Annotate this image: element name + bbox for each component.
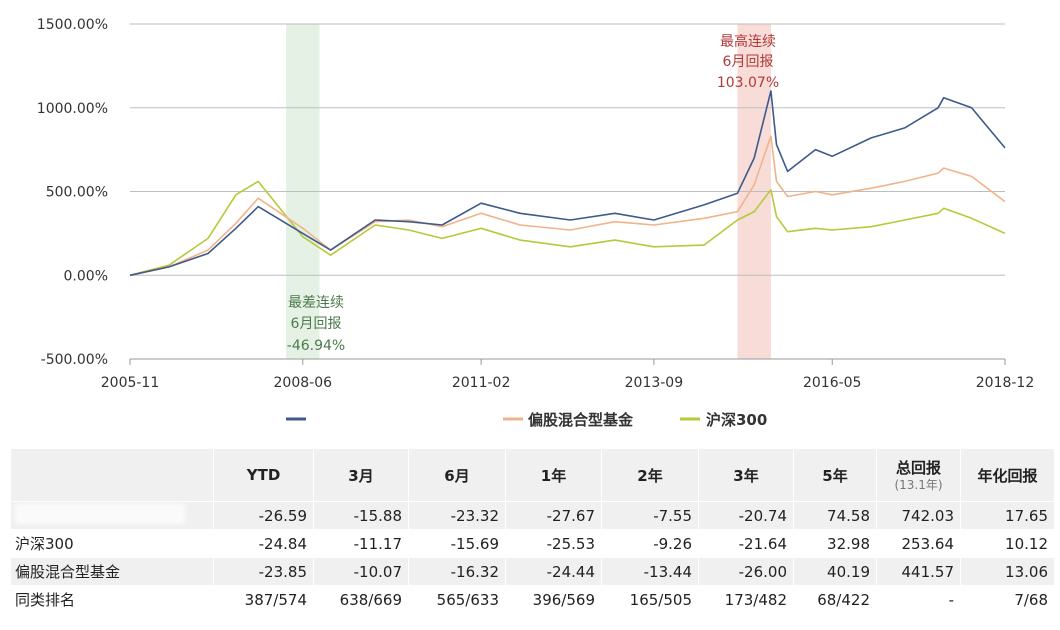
table-cell: -26.59	[213, 501, 314, 530]
total-return-period: (13.1年)	[894, 478, 943, 492]
row-csi300-label: 沪深300	[10, 529, 214, 558]
gridlines	[130, 23, 1005, 276]
table-cell: 165/505	[601, 585, 699, 614]
table-cell: -24.44	[505, 557, 602, 586]
column-header-5y: 5年	[793, 448, 877, 502]
table-cell: 10.12	[960, 529, 1055, 558]
y-tick-label: 1000.00%	[37, 101, 108, 117]
y-tick-label: -500.00%	[41, 352, 108, 368]
table-cell: 13.06	[960, 557, 1055, 586]
column-header-1y: 1年	[505, 448, 602, 502]
x-tick-label: 2018-12	[976, 375, 1035, 391]
performance-table: YTD 3月 6月 1年 2年 3年 5年 总回报 (13.1年) 年化回报 -…	[10, 448, 1055, 614]
worst-annotation-line2: 6月回报	[291, 316, 342, 332]
total-return-title: 总回报	[895, 459, 941, 477]
x-tick-label: 2008-06	[274, 375, 333, 391]
table-cell: 17.65	[960, 501, 1055, 530]
series-line-2	[129, 135, 1006, 277]
table-row: 沪深300 -24.84 -11.17 -15.69 -25.53 -9.26 -21.64…	[10, 529, 1055, 558]
table-cell: -15.88	[313, 501, 409, 530]
table-cell: -24.84	[213, 529, 314, 558]
x-tick-label: 2011-02	[452, 375, 511, 391]
column-header-3y: 3年	[698, 448, 794, 502]
best-annotation-line1: 最高连续	[720, 33, 776, 50]
x-tick-label: 2016-05	[803, 375, 862, 391]
column-header-ytd: YTD	[213, 448, 314, 502]
table-cell: -21.64	[698, 529, 794, 558]
worst-annotation-line3: -46.94%	[287, 338, 345, 354]
best-annotation-line2: 6月回报	[723, 54, 774, 70]
legend-label-series-3: 沪深300	[706, 411, 767, 429]
table-cell: 387/574	[213, 585, 314, 614]
table-cell: -15.69	[408, 529, 506, 558]
table-cell: -7.55	[601, 501, 699, 530]
table-cell: -13.44	[601, 557, 699, 586]
table-cell: 441.57	[876, 557, 961, 586]
column-header-3m: 3月	[313, 448, 409, 502]
x-tick-label: 2013-09	[625, 375, 684, 391]
row-peer-rank-label: 同类排名	[10, 585, 214, 614]
row-redacted-label	[10, 501, 214, 530]
table-body: -26.59 -15.88 -23.32 -27.67 -7.55 -20.74 74.58…	[10, 501, 1055, 614]
table-cell: -10.07	[313, 557, 409, 586]
table-cell: 74.58	[793, 501, 877, 530]
table-cell: -	[876, 585, 961, 614]
table-cell: 68/422	[793, 585, 877, 614]
table-cell: 173/482	[698, 585, 794, 614]
column-header-6m: 6月	[408, 448, 506, 502]
table-cell: -27.67	[505, 501, 602, 530]
x-tick-label: 2005-11	[101, 375, 160, 391]
column-header-total-return: 总回报 (13.1年)	[876, 448, 961, 502]
table-cell: -23.32	[408, 501, 506, 530]
table-corner-header	[10, 448, 214, 502]
table-cell: 638/669	[313, 585, 409, 614]
best-annotation-line3: 103.07%	[717, 75, 779, 91]
table-row: -26.59 -15.88 -23.32 -27.67 -7.55 -20.74 74.58…	[10, 501, 1055, 530]
worst-annotation-line1: 最差连续	[288, 294, 344, 311]
legend: 偏股混合型基金 沪深300	[286, 411, 767, 429]
column-header-2y: 2年	[601, 448, 699, 502]
table-cell: 565/633	[408, 585, 506, 614]
x-axis-ticks: 2005-11 2008-06 2011-02 2013-09 2016-05 2018-…	[101, 358, 1035, 391]
table-cell: -25.53	[505, 529, 602, 558]
table-cell: 32.98	[793, 529, 877, 558]
series-line-1	[129, 90, 1006, 277]
table-row: 同类排名 387/574 638/669 565/633 396/569 165/505 1…	[10, 585, 1055, 614]
y-tick-label: 1500.00%	[37, 17, 108, 33]
legend-label-series-2: 偏股混合型基金	[528, 411, 634, 429]
table-cell: -26.00	[698, 557, 794, 586]
table-row: 偏股混合型基金 -23.85 -10.07 -16.32 -24.44 -13.44 -26…	[10, 557, 1055, 586]
performance-chart: 1500.00% 1000.00% 500.00% 0.00% -500.00% 200…	[37, 17, 1035, 429]
y-tick-label: 0.00%	[64, 268, 108, 284]
redacted-fund-name	[15, 503, 185, 524]
y-tick-label: 500.00%	[46, 185, 108, 201]
table-cell: 7/68	[960, 585, 1055, 614]
table-cell: 40.19	[793, 557, 877, 586]
table-cell: 742.03	[876, 501, 961, 530]
table-cell: -16.32	[408, 557, 506, 586]
table-cell: 396/569	[505, 585, 602, 614]
series-lines	[129, 90, 1006, 277]
table-cell: -11.17	[313, 529, 409, 558]
y-axis-ticks: 1500.00% 1000.00% 500.00% 0.00% -500.00%	[37, 17, 108, 368]
table-cell: -23.85	[213, 557, 314, 586]
table-cell: 253.64	[876, 529, 961, 558]
row-equity-fund-avg-label: 偏股混合型基金	[10, 557, 214, 586]
column-header-annualized-return: 年化回报	[960, 448, 1055, 502]
series-line-3	[129, 180, 1006, 277]
table-cell: -20.74	[698, 501, 794, 530]
table-cell: -9.26	[601, 529, 699, 558]
